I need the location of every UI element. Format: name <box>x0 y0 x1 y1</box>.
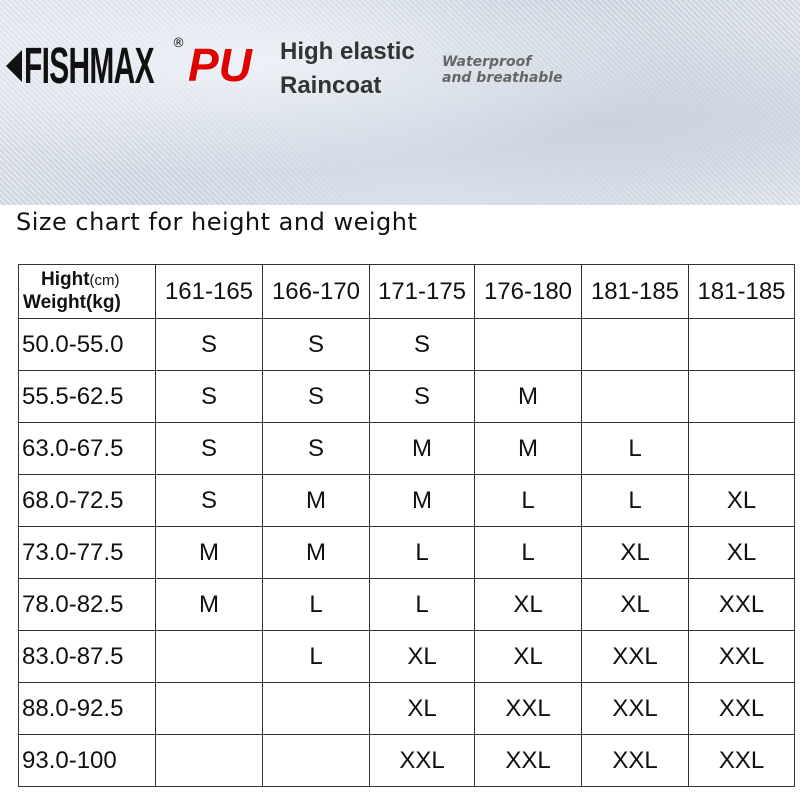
size-cell: S <box>155 318 263 371</box>
size-cell <box>581 318 689 371</box>
size-cell: XXL <box>688 578 795 631</box>
product-banner: FISHMAX ® PU High elastic Raincoat Water… <box>0 0 800 205</box>
size-cell <box>688 370 795 423</box>
weight-cell: 55.5-62.5 <box>18 370 156 423</box>
height-unit: (cm) <box>89 272 120 289</box>
height-label: Hight <box>41 269 90 290</box>
size-cell: S <box>262 370 370 423</box>
size-cell: L <box>581 422 689 475</box>
size-cell: XL <box>581 526 689 579</box>
size-cell: XXL <box>581 630 689 683</box>
size-cell: S <box>155 474 263 527</box>
size-cell <box>262 734 370 787</box>
table-row: 88.0-92.5 XL XXL XXL XXL <box>18 682 795 735</box>
size-cell: L <box>262 578 370 631</box>
size-cell: XXL <box>474 734 582 787</box>
size-cell <box>688 318 795 371</box>
table-row: 63.0-67.5 S S M M L <box>18 422 795 475</box>
size-cell <box>474 318 582 371</box>
weight-cell: 78.0-82.5 <box>18 578 156 631</box>
table-row: 83.0-87.5 L XL XL XXL XXL <box>18 630 795 683</box>
size-cell: S <box>262 318 370 371</box>
size-cell <box>155 630 263 683</box>
size-cell: XL <box>369 682 475 735</box>
table-row: 93.0-100 XXL XXL XXL XXL <box>18 734 795 787</box>
size-cell: XXL <box>581 734 689 787</box>
tagline-2: and breathable <box>442 70 563 86</box>
size-cell: L <box>474 526 582 579</box>
size-cell: XXL <box>688 734 795 787</box>
size-cell: M <box>474 370 582 423</box>
size-cell: XXL <box>474 682 582 735</box>
weight-label: Weight(kg) <box>23 292 121 313</box>
weight-cell: 50.0-55.0 <box>18 318 156 371</box>
size-cell <box>155 734 263 787</box>
size-chart-table: Hight(cm) Weight(kg) 161-165 166-170 171-175… <box>18 264 795 787</box>
fish-logo-icon <box>6 50 22 82</box>
size-cell: XL <box>474 578 582 631</box>
weight-cell: 68.0-72.5 <box>18 474 156 527</box>
size-cell: S <box>262 422 370 475</box>
size-chart-title: Size chart for height and weight <box>16 208 418 236</box>
size-cell: S <box>369 318 475 371</box>
banner-tagline: Waterproof and breathable <box>442 54 563 86</box>
table-row: 73.0-77.5 M M L L XL XL <box>18 526 795 579</box>
size-cell: L <box>369 526 475 579</box>
height-header: 176-180 <box>474 264 582 319</box>
tagline-1: Waterproof <box>442 54 532 70</box>
height-header: 171-175 <box>369 264 475 319</box>
height-header: 161-165 <box>155 264 263 319</box>
size-cell: XL <box>369 630 475 683</box>
registered-mark: ® <box>172 36 185 51</box>
size-cell: M <box>262 474 370 527</box>
size-cell: L <box>369 578 475 631</box>
weight-cell: 63.0-67.5 <box>18 422 156 475</box>
size-cell: XL <box>581 578 689 631</box>
weight-cell: 88.0-92.5 <box>18 682 156 735</box>
size-cell: L <box>474 474 582 527</box>
table-row: 55.5-62.5 S S S M <box>18 370 795 423</box>
weight-cell: 73.0-77.5 <box>18 526 156 579</box>
size-cell: M <box>474 422 582 475</box>
height-header: 181-185 <box>688 264 795 319</box>
size-cell: M <box>155 578 263 631</box>
size-cell: M <box>155 526 263 579</box>
size-cell: L <box>581 474 689 527</box>
weight-cell: 83.0-87.5 <box>18 630 156 683</box>
height-header: 181-185 <box>581 264 689 319</box>
size-cell: XXL <box>581 682 689 735</box>
size-cell: XL <box>688 526 795 579</box>
corner-header: Hight(cm) Weight(kg) <box>18 264 156 319</box>
banner-line-2: Raincoat <box>280 72 382 99</box>
size-cell <box>262 682 370 735</box>
size-cell: M <box>262 526 370 579</box>
material-label: PU <box>188 39 252 91</box>
size-cell <box>688 422 795 475</box>
size-cell: M <box>369 422 475 475</box>
size-cell: S <box>155 370 263 423</box>
size-cell: M <box>369 474 475 527</box>
height-header: 166-170 <box>262 264 370 319</box>
header-row: Hight(cm) Weight(kg) 161-165 166-170 171-175… <box>18 264 795 319</box>
size-cell: L <box>262 630 370 683</box>
size-cell: XXL <box>688 630 795 683</box>
brand-logo: FISHMAX <box>24 38 155 95</box>
size-cell: S <box>155 422 263 475</box>
size-cell <box>155 682 263 735</box>
size-cell: XL <box>688 474 795 527</box>
size-cell: S <box>369 370 475 423</box>
table-row: 78.0-82.5 M L L XL XL XXL <box>18 578 795 631</box>
table-row: 50.0-55.0 S S S <box>18 318 795 371</box>
banner-line-1: High elastic <box>280 38 415 65</box>
weight-cell: 93.0-100 <box>18 734 156 787</box>
size-cell: XXL <box>369 734 475 787</box>
size-cell: XXL <box>688 682 795 735</box>
table-row: 68.0-72.5 S M M L L XL <box>18 474 795 527</box>
size-cell <box>581 370 689 423</box>
size-cell: XL <box>474 630 582 683</box>
